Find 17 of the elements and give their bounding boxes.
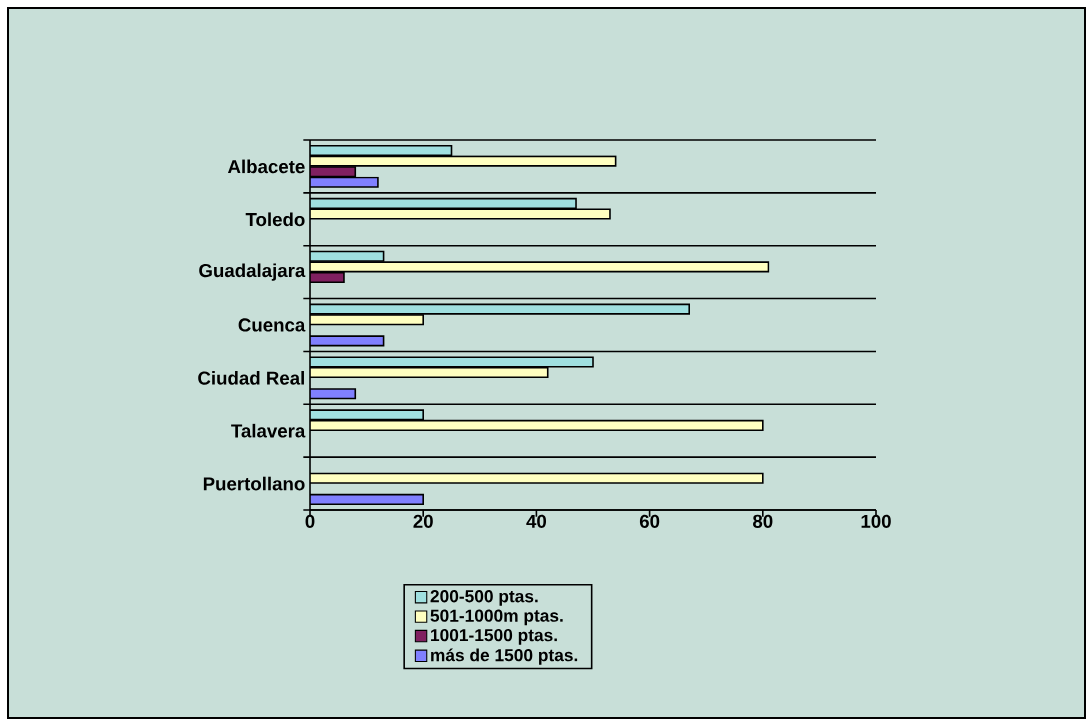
x-tick-label: 100 bbox=[861, 514, 891, 528]
y-tick-label: Puertollano bbox=[203, 476, 305, 491]
y-tick-label: Cuenca bbox=[238, 318, 306, 332]
y-tick-label: Toledo bbox=[245, 212, 305, 227]
legend-label: 200-500 ptas. bbox=[430, 590, 538, 606]
y-tick-label: Albacete bbox=[227, 159, 305, 174]
legend-label: 1001-1500 ptas. bbox=[431, 628, 557, 645]
x-tick-label: 0 bbox=[305, 514, 315, 528]
legend-label: más de 1500 ptas. bbox=[431, 648, 578, 665]
y-tick-label: Ciudad Real bbox=[198, 371, 304, 385]
x-tick-label: 60 bbox=[639, 514, 660, 528]
x-tick-label: 40 bbox=[526, 514, 547, 528]
x-tick-label: 80 bbox=[753, 514, 773, 528]
y-tick-label: Guadalajara bbox=[199, 263, 306, 281]
legend-label: 501-1000m ptas. bbox=[430, 609, 563, 626]
x-tick-label: 20 bbox=[413, 514, 433, 528]
y-tick-label: Talavera bbox=[231, 423, 306, 438]
